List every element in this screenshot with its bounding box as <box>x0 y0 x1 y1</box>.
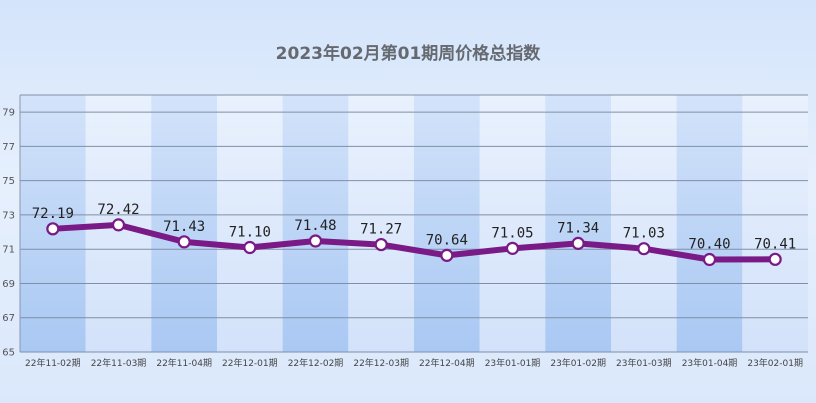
category-band <box>676 95 743 352</box>
y-tick-label: 77 <box>2 142 15 153</box>
x-tick-label: 23年01-01期 <box>485 357 541 369</box>
data-point-marker <box>505 241 520 255</box>
category-band <box>151 95 217 352</box>
x-tick-label: 22年11-03期 <box>91 357 147 369</box>
data-label: 72.19 <box>32 206 74 222</box>
data-label: 71.10 <box>229 224 271 240</box>
data-point-marker <box>243 240 257 255</box>
x-tick-label: 23年01-02期 <box>550 357 606 369</box>
data-label: 71.43 <box>163 219 205 235</box>
x-tick-label: 22年12-02期 <box>288 357 344 369</box>
x-tick-label: 22年11-04期 <box>156 357 212 369</box>
y-tick-label: 69 <box>2 279 15 290</box>
data-label: 71.05 <box>491 225 533 241</box>
data-point-marker <box>440 248 454 262</box>
x-tick-label: 22年12-03期 <box>353 357 409 369</box>
category-band <box>545 95 611 352</box>
data-label: 70.40 <box>688 236 730 252</box>
data-label: 71.48 <box>294 218 336 234</box>
category-band <box>611 95 677 352</box>
data-label: 71.27 <box>360 222 402 238</box>
x-tick-label: 22年11-02期 <box>25 357 81 369</box>
data-point-marker <box>111 218 126 232</box>
category-band <box>414 95 480 352</box>
chart-title: 2023年02月第01期周价格总指数 <box>276 43 542 64</box>
data-point-marker <box>702 252 717 267</box>
y-tick-label: 71 <box>2 245 15 256</box>
category-band <box>742 95 808 352</box>
series-line <box>49 221 779 263</box>
data-point-marker <box>374 237 388 252</box>
x-tick-label: 23年02-01期 <box>747 357 803 369</box>
y-tick-label: 79 <box>2 108 15 119</box>
data-point-marker <box>177 235 191 249</box>
y-tick-label: 67 <box>2 313 15 324</box>
data-point-marker <box>571 236 585 250</box>
data-point-marker <box>637 242 651 256</box>
y-tick-label: 65 <box>2 348 15 359</box>
x-tick-label: 23年01-03期 <box>616 357 672 369</box>
data-label: 71.34 <box>557 220 599 236</box>
data-point-marker <box>768 252 782 266</box>
x-tick-label: 23年01-04期 <box>682 357 738 369</box>
y-tick-label: 75 <box>2 176 15 187</box>
data-point-marker <box>308 234 323 248</box>
data-label: 70.64 <box>426 232 468 248</box>
data-label: 70.41 <box>754 236 796 252</box>
category-band <box>282 95 349 352</box>
y-tick-label: 73 <box>2 210 15 221</box>
data-label: 72.42 <box>97 202 139 218</box>
data-point-marker <box>46 222 60 236</box>
x-tick-label: 22年12-01期 <box>222 357 278 369</box>
category-band <box>217 95 283 352</box>
data-label: 71.03 <box>623 226 665 242</box>
category-band <box>348 95 414 352</box>
x-tick-label: 22年12-04期 <box>419 357 475 369</box>
category-band <box>479 95 546 352</box>
